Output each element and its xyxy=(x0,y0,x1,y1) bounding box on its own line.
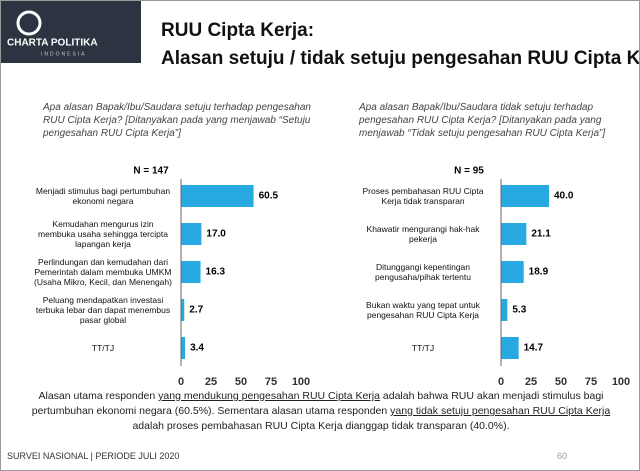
x-tick-label: 50 xyxy=(235,376,247,388)
bar xyxy=(181,261,201,283)
category-label: Menjadi stimulus bagi pertumbuhan ekonom… xyxy=(35,186,171,206)
x-tick-label: 0 xyxy=(498,376,504,388)
logo-title: CHARTA POLITIKA xyxy=(7,38,98,49)
value-label: 5.3 xyxy=(512,305,526,316)
category-label: Khawatir mengurangi hak-hak pekerja xyxy=(366,224,480,244)
x-tick-label: 50 xyxy=(555,376,567,388)
value-label: 21.1 xyxy=(531,229,551,240)
bar xyxy=(181,223,202,245)
logo-subtitle: INDONESIA xyxy=(41,51,87,57)
n-label: N = 147 xyxy=(133,166,169,177)
subtitle: Alasan setuju / tidak setuju pengesahan … xyxy=(161,48,640,69)
x-tick-label: 100 xyxy=(612,376,630,388)
x-tick-label: 100 xyxy=(292,376,310,388)
bar xyxy=(181,337,186,359)
value-label: 40.0 xyxy=(554,191,574,202)
value-label: 14.7 xyxy=(524,343,544,354)
value-label: 60.5 xyxy=(259,191,279,202)
bar xyxy=(501,337,519,359)
value-label: 18.9 xyxy=(529,267,549,278)
category-label: Kemudahan mengurus izin membuka usaha se… xyxy=(38,219,168,249)
value-label: 3.4 xyxy=(190,343,204,354)
category-label: Proses pembahasan RUU Cipta Kerja tidak … xyxy=(362,186,484,206)
x-tick-label: 0 xyxy=(178,376,184,388)
category-label: TT/TJ xyxy=(91,343,115,353)
x-tick-label: 25 xyxy=(525,376,537,388)
page-number: 60 xyxy=(557,451,568,461)
summary-text: Alasan utama responden xyxy=(38,390,159,402)
value-label: 2.7 xyxy=(189,305,203,316)
category-label: Peluang mendapatkan investasi terbuka le… xyxy=(35,295,171,325)
x-tick-label: 75 xyxy=(265,376,277,388)
category-label: Perlindungan dan kemudahan dari Pemerint… xyxy=(34,257,172,287)
summary: Alasan utama responden yang mendukung pe… xyxy=(21,389,621,434)
bar xyxy=(501,299,508,321)
question-right: Apa alasan Bapak/Ibu/Saudara tidak setuj… xyxy=(359,102,606,139)
x-tick-label: 25 xyxy=(205,376,217,388)
summary-text: adalah bahwa RUU akan menjadi stimulus b… xyxy=(31,390,604,417)
bar xyxy=(181,185,254,207)
value-label: 16.3 xyxy=(206,267,226,278)
summary-text: yang tidak setuju pengesahan RUU Cipta K… xyxy=(390,405,611,417)
bar xyxy=(181,299,185,321)
category-label: Ditunggangi kepentingan pengusaha/pihak … xyxy=(375,262,471,282)
bar xyxy=(501,261,524,283)
footer-survey: SURVEI NASIONAL | PERIODE JULI 2020 xyxy=(7,451,180,461)
summary-text: adalah proses pembahasan RUU Cipta Kerja… xyxy=(132,420,510,432)
value-label: 17.0 xyxy=(206,229,226,240)
bar xyxy=(501,223,527,245)
category-label: TT/TJ xyxy=(411,343,435,353)
title: RUU Cipta Kerja: xyxy=(161,20,314,41)
category-label: Bukan waktu yang tepat untuk pengesahan … xyxy=(366,300,480,320)
bar xyxy=(501,185,549,207)
summary-text: yang mendukung pengesahan RUU Cipta Kerj… xyxy=(158,390,380,402)
question-left: Apa alasan Bapak/Ibu/Saudara setuju terh… xyxy=(43,102,311,139)
x-tick-label: 75 xyxy=(585,376,597,388)
logo-icon xyxy=(16,10,42,36)
n-label: N = 95 xyxy=(454,166,484,177)
